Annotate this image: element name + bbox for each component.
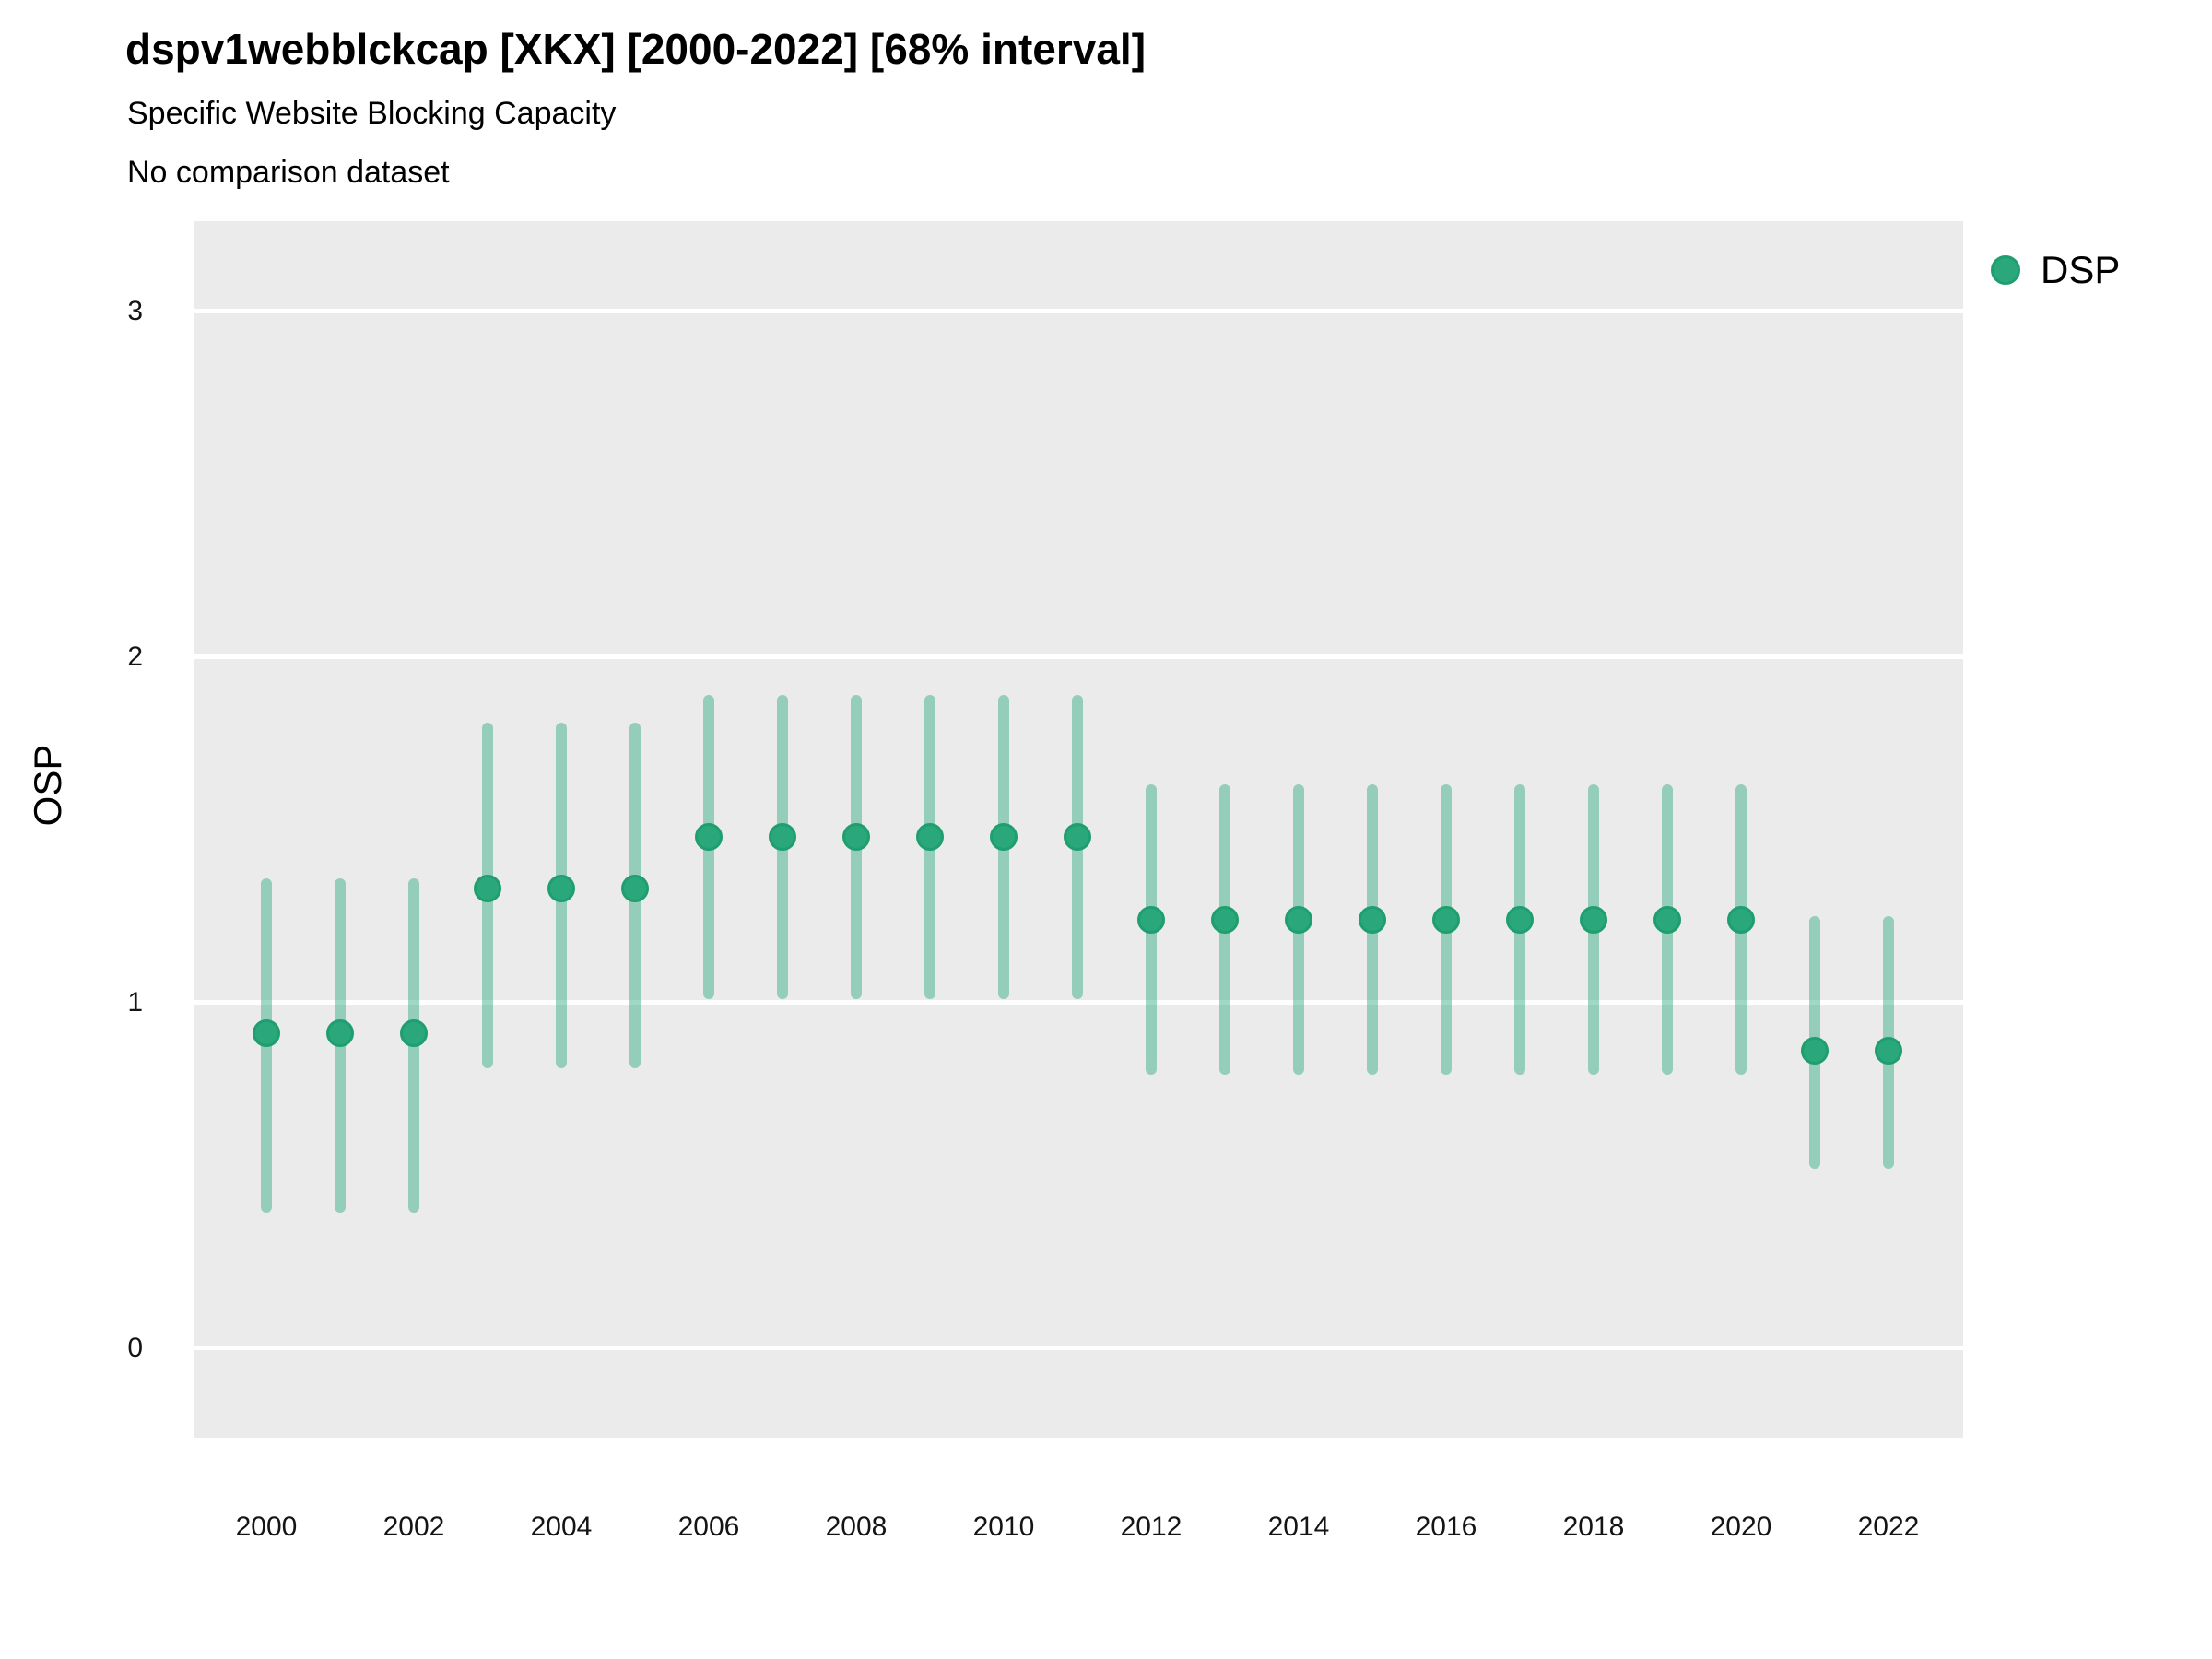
point-estimate-dot-2011 <box>1064 822 1091 851</box>
chart-title: dspv1webblckcap [XKX] [2000-2022] [68% i… <box>125 25 1147 73</box>
chart-subtitle: Specific Website Blocking Capacity <box>127 96 617 131</box>
x-tick-label-2006: 2006 <box>677 1512 740 1542</box>
point-estimate-dot-2015 <box>1359 905 1386 934</box>
x-tick-label-2004: 2004 <box>530 1512 593 1542</box>
point-estimate-dot-2004 <box>547 874 575 902</box>
point-estimate-dot-2006 <box>695 822 723 851</box>
point-estimate-dot-2001 <box>326 1019 354 1048</box>
point-estimate-dot-2012 <box>1137 905 1165 934</box>
point-estimate-dot-2016 <box>1432 905 1460 934</box>
legend-label: DSP <box>2041 248 2121 291</box>
gridline-y-1 <box>194 1000 1963 1005</box>
gridline-y-3 <box>194 309 1963 313</box>
point-estimate-dot-2009 <box>916 822 944 851</box>
gridline-y-0 <box>194 1346 1963 1350</box>
gridline-y-2 <box>194 654 1963 659</box>
x-tick-label-2000: 2000 <box>235 1512 298 1542</box>
point-estimate-dot-2022 <box>1875 1037 1902 1065</box>
point-estimate-dot-2002 <box>400 1019 428 1048</box>
y-tick-label-2: 2 <box>127 641 143 672</box>
chart-note: No comparison dataset <box>127 155 450 190</box>
x-tick-label-2014: 2014 <box>1267 1512 1330 1542</box>
x-tick-label-2020: 2020 <box>1710 1512 1772 1542</box>
x-tick-label-2018: 2018 <box>1562 1512 1625 1542</box>
y-axis-title: OSP <box>26 744 69 827</box>
legend: DSP <box>1991 251 2120 289</box>
x-tick-label-2002: 2002 <box>382 1512 445 1542</box>
x-tick-label-2012: 2012 <box>1120 1512 1182 1542</box>
point-estimate-dot-2005 <box>621 874 649 902</box>
point-estimate-dot-2003 <box>474 874 501 902</box>
point-estimate-dot-2013 <box>1211 905 1239 934</box>
x-tick-label-2016: 2016 <box>1415 1512 1477 1542</box>
x-tick-label-2008: 2008 <box>825 1512 888 1542</box>
point-estimate-dot-2017 <box>1506 905 1534 934</box>
point-estimate-dot-2019 <box>1653 905 1681 934</box>
y-tick-label-1: 1 <box>127 986 143 1018</box>
x-tick-label-2022: 2022 <box>1857 1512 1920 1542</box>
point-estimate-dot-2018 <box>1580 905 1607 934</box>
point-estimate-dot-2014 <box>1285 905 1312 934</box>
point-estimate-dot-2008 <box>842 822 870 851</box>
point-estimate-dot-2020 <box>1727 905 1755 934</box>
point-estimate-dot-2000 <box>253 1019 280 1048</box>
point-estimate-dot-2021 <box>1801 1037 1829 1065</box>
x-tick-label-2010: 2010 <box>972 1512 1035 1542</box>
plot-panel <box>194 221 1963 1438</box>
legend-circle-icon <box>1991 255 2020 285</box>
point-estimate-dot-2007 <box>769 822 796 851</box>
y-tick-label-0: 0 <box>127 1332 143 1363</box>
point-estimate-dot-2010 <box>990 822 1018 851</box>
y-tick-label-3: 3 <box>127 295 143 326</box>
